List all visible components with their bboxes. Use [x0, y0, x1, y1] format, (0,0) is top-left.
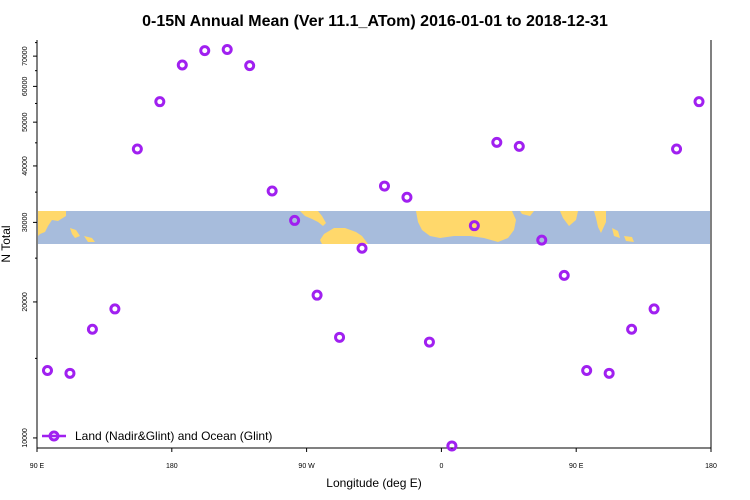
plot-frame [36, 40, 712, 449]
data-point [334, 331, 346, 343]
data-point [289, 214, 301, 226]
land-islands-4 [624, 236, 634, 242]
data-point [41, 365, 53, 377]
data-point [154, 96, 166, 108]
data-point [109, 303, 121, 315]
data-point [266, 185, 278, 197]
land-indochina [594, 211, 606, 233]
data-point [603, 367, 615, 379]
x-tick-label: 180 [705, 463, 717, 470]
map-strip [38, 211, 710, 244]
land-islands-3 [612, 228, 620, 238]
data-point [558, 269, 570, 281]
data-point [221, 44, 233, 56]
land-southeast-asia [38, 211, 66, 236]
data-point [356, 242, 368, 254]
legend-marker [48, 430, 60, 442]
x-tick-label: 90 W [298, 463, 315, 470]
data-point [671, 143, 683, 155]
data-point [199, 45, 211, 57]
data-point [536, 234, 548, 246]
x-tick-label: 90 E [569, 463, 584, 470]
land-arabia [520, 211, 534, 216]
data-point [626, 323, 638, 335]
data-point [423, 336, 435, 348]
x-tick-label: 0 [439, 463, 443, 470]
data-point [581, 365, 593, 377]
data-point [131, 143, 143, 155]
data-point [648, 303, 660, 315]
legend-label: Land (Nadir&Glint) and Ocean (Glint) [75, 429, 272, 443]
land-central-america [300, 211, 326, 226]
x-ticks: 90 E 180 90 W 0 90 E 180 [30, 448, 717, 470]
y-axis-label: N Total [0, 225, 13, 262]
y-tick-label: 40000 [22, 156, 29, 176]
y-tick-label: 70000 [22, 46, 29, 66]
series-points [41, 44, 705, 452]
y-tick-label: 30000 [22, 213, 29, 233]
data-point [311, 289, 323, 301]
land-south-america [320, 228, 368, 244]
y-tick-label: 50000 [22, 112, 29, 132]
data-point [693, 96, 705, 108]
data-point [491, 136, 503, 148]
land-islands-1 [70, 228, 80, 238]
data-point [401, 191, 413, 203]
chart-title: 0-15N Annual Mean (Ver 11.1_ATom) 2016-0… [142, 13, 608, 30]
legend: Land (Nadir&Glint) and Ocean (Glint) [42, 429, 272, 443]
data-point [244, 60, 256, 72]
data-point [378, 180, 390, 192]
y-tick-label: 10000 [22, 428, 29, 448]
land-africa [416, 211, 516, 242]
y-tick-label: 20000 [22, 292, 29, 312]
data-point [468, 220, 480, 232]
land-islands-2 [84, 236, 95, 242]
land-india [560, 211, 578, 226]
data-point [86, 323, 98, 335]
x-tick-label: 90 E [30, 463, 45, 470]
data-point [176, 59, 188, 71]
ocean-band [38, 211, 710, 244]
y-ticks: 10000 20000 30000 40000 50000 60000 70000 [22, 42, 37, 448]
x-tick-label: 180 [166, 463, 178, 470]
data-point [446, 440, 458, 452]
data-point [64, 367, 76, 379]
data-point [513, 140, 525, 152]
y-tick-label: 60000 [22, 77, 29, 97]
x-axis-label: Longitude (deg E) [326, 476, 421, 490]
